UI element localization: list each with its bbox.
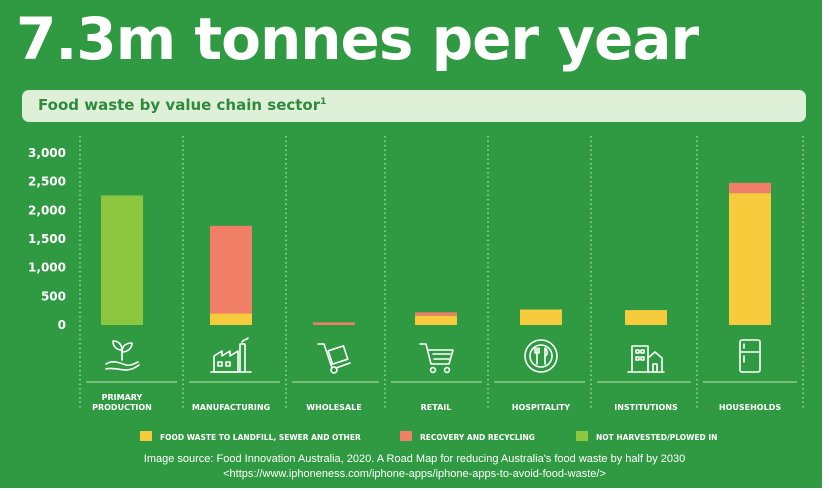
- bar-3-series-0: [415, 315, 457, 325]
- fridge-icon: [739, 339, 761, 373]
- bar-1-series-1: [210, 225, 252, 314]
- legend-label: NOT HARVESTED/PLOWED IN: [596, 433, 717, 442]
- legend-swatch-0: [140, 431, 152, 441]
- category-label: RETAIL: [421, 403, 452, 412]
- bar-6-series-0: [729, 193, 771, 325]
- plate-cutlery-icon: [524, 339, 558, 373]
- category-label: INSTITUTIONS: [614, 403, 678, 412]
- y-tick-label: 2,000: [28, 203, 66, 217]
- category-label: HOUSEHOLDS: [719, 403, 781, 412]
- category-label: PRIMARY: [102, 393, 143, 402]
- shopping-cart-icon: [419, 343, 454, 374]
- category-label: MANUFACTURING: [192, 403, 270, 412]
- hand-truck-icon: [317, 343, 351, 374]
- legend-swatch-2: [576, 431, 588, 441]
- subtitle-text: Food waste by value chain sector: [38, 96, 321, 114]
- y-tick-label: 3,000: [28, 146, 66, 160]
- y-tick-label: 1,500: [28, 232, 66, 246]
- category-label: HOSPITALITY: [512, 403, 571, 412]
- bar-0-series-2: [101, 195, 143, 325]
- subtitle-bar: Food waste by value chain sector1: [22, 90, 806, 122]
- source-line-2: <https://www.iphoneness.com/iphone-apps/…: [223, 468, 606, 480]
- building-icon: [627, 345, 665, 373]
- y-tick-label: 500: [41, 289, 66, 303]
- legend-label: RECOVERY AND RECYCLING: [420, 433, 535, 442]
- category-label: WHOLESALE: [306, 403, 361, 412]
- bar-2-series-1: [313, 322, 355, 325]
- y-tick-label: 0: [58, 318, 66, 332]
- bar-3-series-1: [415, 312, 457, 316]
- source-line-1: Image source: Food Innovation Australia,…: [143, 453, 686, 465]
- bar-4-series-0: [520, 309, 562, 325]
- bar-6-series-1: [729, 182, 771, 194]
- headline: 7.3m tonnes per year: [16, 5, 699, 73]
- factory-icon: [210, 337, 252, 373]
- subtitle-footnote: 1: [320, 97, 327, 107]
- chart-subtitle: Food waste by value chain sector1: [38, 96, 326, 114]
- legend-swatch-1: [400, 431, 412, 441]
- plant-hand-icon: [105, 340, 140, 371]
- legend-label: FOOD WASTE TO LANDFILL, SEWER AND OTHER: [160, 433, 361, 442]
- y-tick-label: 1,000: [28, 261, 66, 275]
- image-source: Image source: Food Innovation Australia,…: [0, 452, 829, 482]
- bar-1-series-0: [210, 313, 252, 325]
- bar-5-series-0: [625, 310, 667, 325]
- category-label: PRODUCTION: [92, 403, 152, 412]
- y-tick-label: 2,500: [28, 175, 66, 189]
